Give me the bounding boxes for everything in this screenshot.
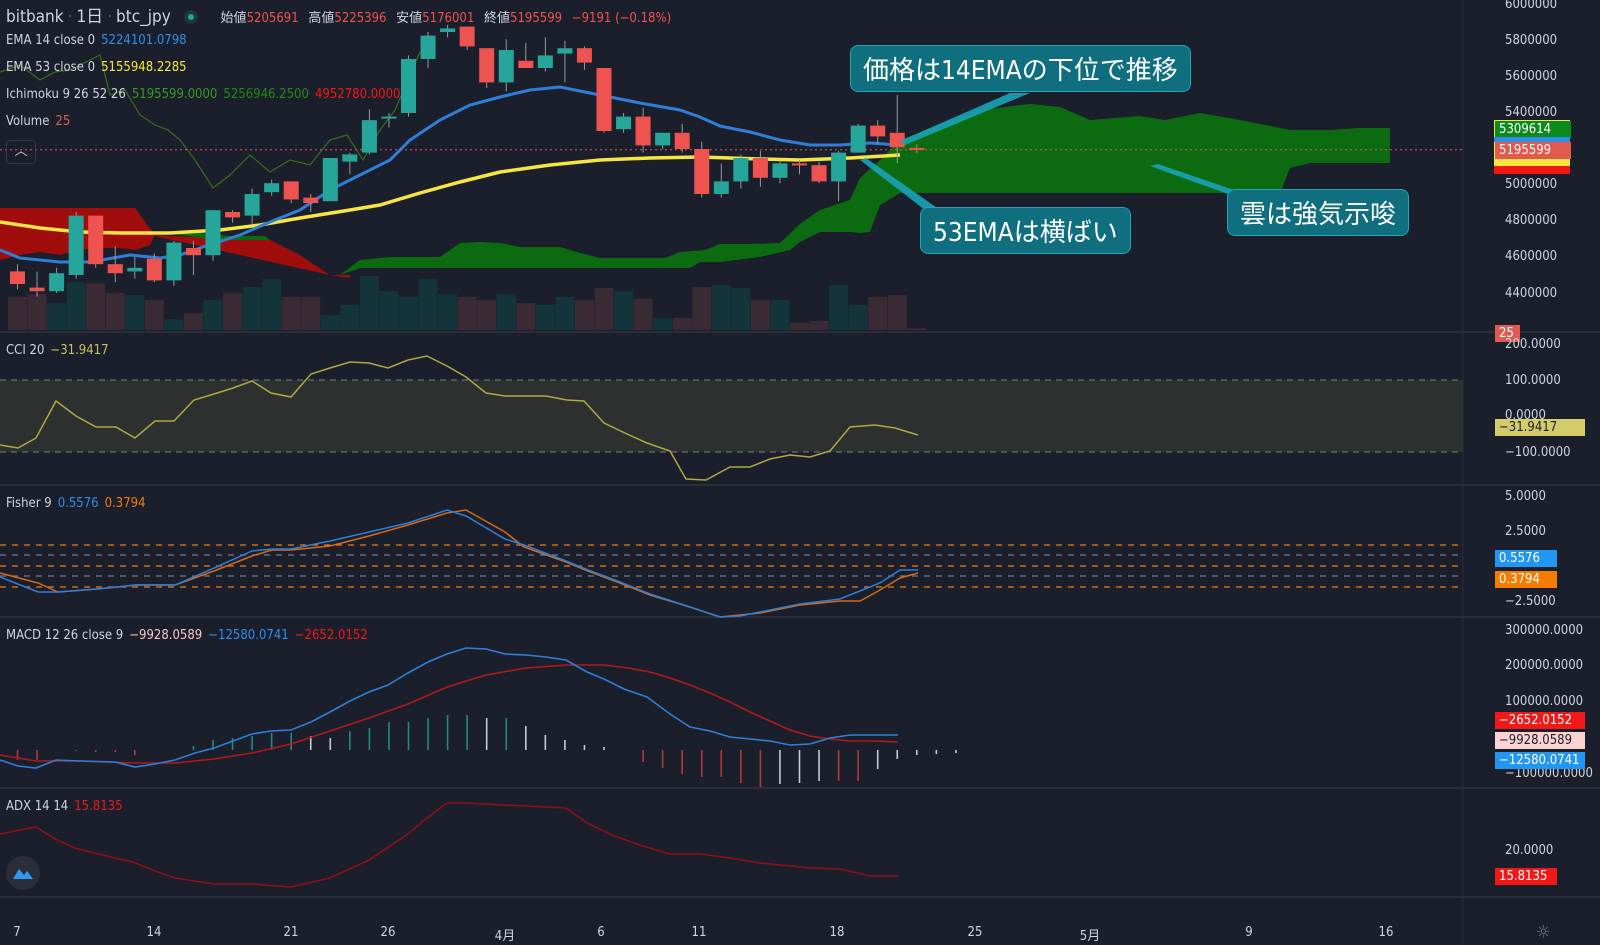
x-tick: 18 (829, 925, 845, 940)
y-tick: 5400000 (1505, 105, 1558, 120)
y-tick: 5.0000 (1505, 489, 1546, 504)
legend-value: 5155948.2285 (101, 60, 187, 75)
legend-value: 4952780.0000 (314, 87, 401, 102)
legend-label: Fisher 9 (6, 496, 52, 511)
y-tick: 20.0000 (1505, 843, 1554, 858)
close-value: 5195599 (510, 11, 563, 26)
exchange-name[interactable]: bitbank (6, 7, 64, 27)
legend-adx[interactable]: ADX 14 14 15.8135 (6, 799, 129, 814)
legend-value: 0.5576 (57, 496, 99, 511)
legend-value: −9928.0589 (129, 628, 203, 643)
settings-gear-icon[interactable]: ☼ (1536, 922, 1551, 943)
legend-value: 5256946.2500 (223, 87, 309, 102)
fisher-trigger-label: 0.3794 (1495, 571, 1557, 588)
x-tick: 6 (597, 925, 605, 940)
y-tick: 4400000 (1505, 286, 1558, 301)
legend-label: Volume (6, 114, 50, 129)
legend-value: −31.9417 (50, 343, 109, 358)
macd-line-label: −12580.0741 (1495, 752, 1585, 769)
y-tick: 100.0000 (1505, 373, 1561, 388)
chevron-up-icon: ︿ (14, 144, 28, 159)
legend-label: EMA 53 close 0 (6, 60, 96, 75)
open-value: 5205691 (246, 11, 299, 26)
x-tick: 26 (380, 925, 396, 940)
y-tick: 5000000 (1505, 177, 1558, 192)
x-tick: 16 (1378, 925, 1394, 940)
collapse-legend-button[interactable]: ︿ (6, 140, 36, 164)
x-tick: 21 (283, 925, 299, 940)
legend-ema53[interactable]: EMA 53 close 0 5155948.2285 (6, 60, 193, 75)
fisher-value-label: 0.5576 (1495, 550, 1557, 567)
annotation-price-below-ema14[interactable]: 価格は14EMAの下位で推移 (850, 45, 1191, 92)
legend-value: 15.8135 (74, 799, 123, 814)
x-tick: 5月 (1079, 929, 1101, 944)
kijun-price-marker (1494, 166, 1570, 174)
legend-label: Ichimoku 9 26 52 26 (6, 87, 126, 102)
x-tick: 11 (691, 925, 707, 940)
market-status-icon (183, 10, 198, 24)
y-tick: 5600000 (1505, 69, 1558, 84)
y-tick: 200.0000 (1505, 337, 1561, 352)
y-tick: −100.0000 (1505, 445, 1571, 460)
legend-label: ADX 14 14 (6, 799, 69, 814)
y-tick: 200000.0000 (1505, 658, 1584, 673)
interval[interactable]: 1日 (76, 7, 104, 27)
tradingview-logo-icon (13, 869, 33, 879)
y-tick: 100000.0000 (1505, 694, 1584, 709)
legend-value: −2652.0152 (294, 628, 368, 643)
last-price-label: 5195599 (1495, 142, 1571, 159)
ohlc-values: 始値5205691 高値5225396 安値5176001 終値5195599 … (221, 11, 678, 26)
x-tick: 14 (146, 925, 162, 940)
y-tick: 2.5000 (1505, 524, 1546, 539)
legend-label: EMA 14 close 0 (6, 33, 96, 48)
tradingview-logo[interactable] (6, 856, 40, 890)
legend-cci[interactable]: CCI 20 −31.9417 (6, 343, 115, 358)
legend-value: 5224101.0798 (101, 33, 187, 48)
legend-volume[interactable]: Volume 25 (6, 114, 76, 129)
close-label: 終値 (483, 11, 510, 26)
macd-hist-label: −9928.0589 (1495, 732, 1585, 749)
volume-label: 25 (1495, 325, 1520, 342)
y-tick: −2.5000 (1505, 594, 1556, 609)
legend-ema14[interactable]: EMA 14 close 0 5224101.0798 (6, 33, 193, 48)
y-tick: 5800000 (1505, 33, 1558, 48)
macd-signal-label: −2652.0152 (1495, 712, 1585, 729)
y-tick: 6000000 (1505, 0, 1558, 12)
cci-value-label: −31.9417 (1495, 419, 1585, 436)
legend-label: CCI 20 (6, 343, 45, 358)
legend-value: 0.3794 (104, 496, 146, 511)
y-tick: −100000.0000 (1505, 766, 1593, 781)
change-value: −9191 (−0.18%) (571, 11, 672, 26)
legend-label: MACD 12 26 close 9 (6, 628, 124, 643)
legend-value: −12580.0741 (208, 628, 289, 643)
y-tick: 4800000 (1505, 213, 1558, 228)
y-tick: 4600000 (1505, 249, 1558, 264)
y-tick: 300000.0000 (1505, 623, 1584, 638)
adx-value-label: 15.8135 (1495, 868, 1557, 885)
high-value: 5225396 (334, 11, 387, 26)
low-value: 5176001 (422, 11, 475, 26)
high-label: 高値 (308, 11, 335, 26)
legend-macd[interactable]: MACD 12 26 close 9 −9928.0589 −12580.0741−… (6, 628, 374, 643)
x-tick: 25 (967, 925, 983, 940)
legend-ichimoku[interactable]: Ichimoku 9 26 52 26 5195599.0000 5256946.2… (6, 87, 407, 102)
x-tick: 4月 (494, 929, 516, 944)
x-tick: 7 (13, 925, 21, 940)
annotation-ema53-flat[interactable]: 53EMAは横ばい (920, 207, 1131, 254)
legend-value: 25 (55, 114, 71, 129)
symbol-header: bitbank · 1日 · btc_jpy 始値5205691 高値5225396 安… (6, 2, 677, 27)
annotation-cloud-bullish[interactable]: 雲は強気示唆 (1227, 189, 1410, 236)
low-label: 安値 (396, 11, 423, 26)
symbol-name[interactable]: btc_jpy (116, 7, 171, 27)
open-label: 始値 (220, 11, 247, 26)
cloud-price-label: 5309614 (1495, 121, 1571, 138)
legend-value: 5195599.0000 (131, 87, 218, 102)
legend-fisher[interactable]: Fisher 9 0.5576 0.3794 (6, 496, 152, 511)
x-tick: 9 (1245, 925, 1253, 940)
ema14-price-marker (1494, 137, 1570, 142)
